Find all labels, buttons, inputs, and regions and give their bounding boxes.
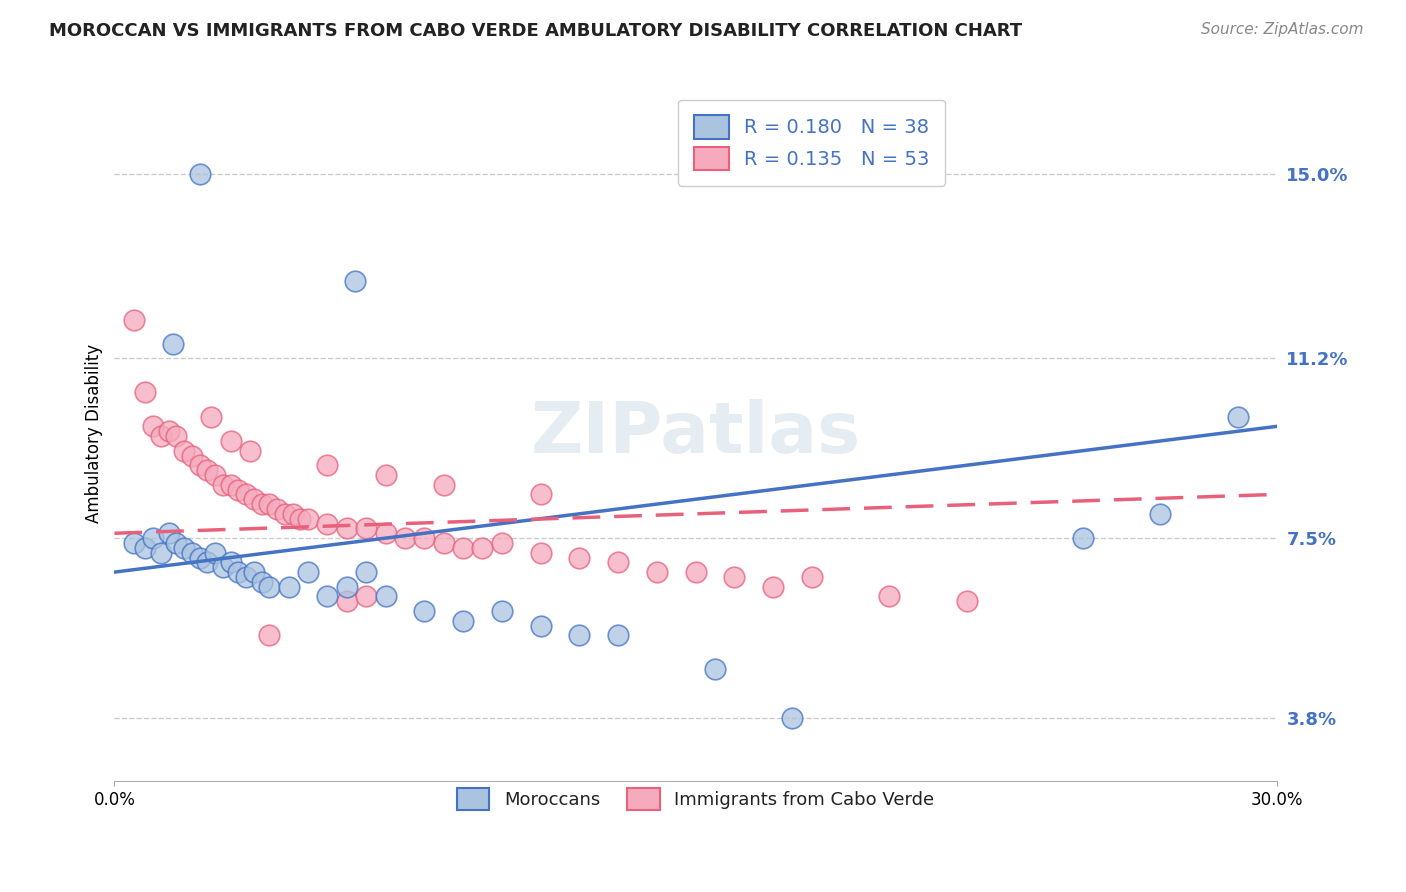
Point: [239, 443, 262, 458]
Point: [180, 449, 202, 463]
Point: [259, 497, 281, 511]
Text: MOROCCAN VS IMMIGRANTS FROM CABO VERDE AMBULATORY DISABILITY CORRELATION CHART: MOROCCAN VS IMMIGRANTS FROM CABO VERDE A…: [49, 22, 1022, 40]
Point: [374, 467, 396, 482]
Point: [200, 409, 222, 424]
Point: [173, 541, 195, 555]
Point: [1071, 531, 1094, 545]
Point: [212, 560, 235, 574]
Point: [529, 546, 551, 560]
Point: [703, 662, 725, 676]
Point: [491, 604, 513, 618]
Point: [290, 511, 312, 525]
Point: [413, 531, 436, 545]
Point: [188, 167, 211, 181]
Point: [1226, 409, 1249, 424]
Point: [219, 555, 242, 569]
Point: [316, 516, 339, 531]
Point: [568, 628, 591, 642]
Y-axis label: Ambulatory Disability: Ambulatory Disability: [86, 344, 103, 524]
Point: [800, 570, 823, 584]
Point: [607, 628, 630, 642]
Point: [529, 487, 551, 501]
Point: [197, 463, 219, 477]
Point: [413, 604, 436, 618]
Point: [451, 614, 474, 628]
Point: [149, 546, 172, 560]
Point: [568, 550, 591, 565]
Point: [1149, 507, 1171, 521]
Point: [281, 507, 304, 521]
Point: [243, 565, 266, 579]
Point: [274, 507, 297, 521]
Point: [235, 487, 257, 501]
Point: [162, 336, 184, 351]
Point: [243, 492, 266, 507]
Point: [433, 536, 456, 550]
Point: [782, 711, 804, 725]
Point: [235, 570, 257, 584]
Point: [259, 580, 281, 594]
Point: [157, 526, 180, 541]
Point: [607, 555, 630, 569]
Point: [250, 574, 273, 589]
Point: [956, 594, 979, 608]
Point: [165, 429, 187, 443]
Point: [762, 580, 785, 594]
Point: [354, 565, 377, 579]
Point: [204, 546, 226, 560]
Point: [134, 541, 156, 555]
Point: [491, 536, 513, 550]
Point: [471, 541, 494, 555]
Point: [645, 565, 668, 579]
Point: [134, 385, 156, 400]
Point: [529, 618, 551, 632]
Point: [336, 580, 359, 594]
Point: [228, 483, 250, 497]
Point: [723, 570, 745, 584]
Point: [316, 458, 339, 473]
Point: [180, 546, 202, 560]
Point: [188, 550, 211, 565]
Point: [451, 541, 474, 555]
Point: [165, 536, 187, 550]
Point: [197, 555, 219, 569]
Point: [250, 497, 273, 511]
Point: [157, 424, 180, 438]
Point: [354, 590, 377, 604]
Point: [297, 565, 319, 579]
Point: [277, 580, 299, 594]
Point: [204, 467, 226, 482]
Point: [122, 312, 145, 326]
Point: [316, 590, 339, 604]
Point: [122, 536, 145, 550]
Point: [394, 531, 416, 545]
Point: [297, 511, 319, 525]
Point: [336, 594, 359, 608]
Point: [149, 429, 172, 443]
Point: [354, 521, 377, 535]
Point: [142, 419, 165, 434]
Point: [259, 628, 281, 642]
Point: [219, 477, 242, 491]
Point: [685, 565, 707, 579]
Point: [374, 590, 396, 604]
Text: ZIPatlas: ZIPatlas: [530, 400, 860, 468]
Text: Source: ZipAtlas.com: Source: ZipAtlas.com: [1201, 22, 1364, 37]
Point: [877, 590, 900, 604]
Point: [188, 458, 211, 473]
Point: [173, 443, 195, 458]
Point: [228, 565, 250, 579]
Point: [336, 521, 359, 535]
Point: [142, 531, 165, 545]
Point: [374, 526, 396, 541]
Point: [212, 477, 235, 491]
Legend: Moroccans, Immigrants from Cabo Verde: Moroccans, Immigrants from Cabo Verde: [443, 773, 949, 824]
Point: [219, 434, 242, 448]
Point: [433, 477, 456, 491]
Point: [266, 502, 288, 516]
Point: [343, 274, 366, 288]
